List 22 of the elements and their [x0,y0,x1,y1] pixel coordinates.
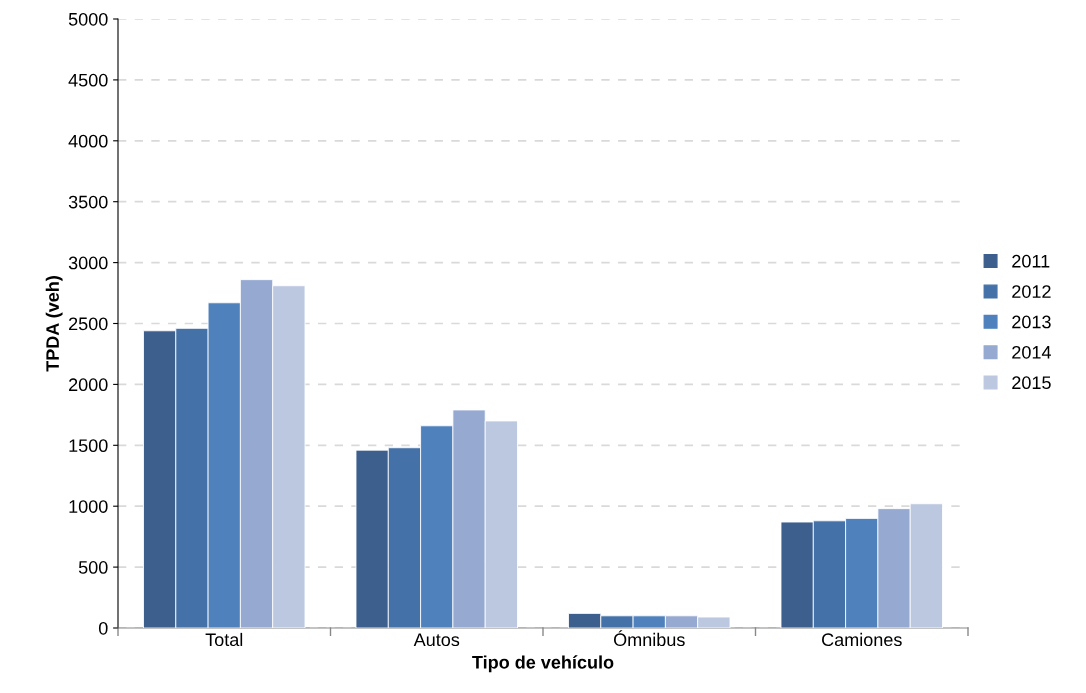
y-tick-label: 500 [78,561,108,574]
y-tick-label: 3500 [68,195,108,209]
y-tick-label: 5000 [68,12,108,26]
legend-label: 2015 [1012,376,1051,390]
y-tick-label: 0 [98,621,108,635]
x-axis-title: Tipo de vehículo [472,655,614,673]
legend-label: 2014 [1012,345,1051,359]
x-tick-label: Total [205,632,243,647]
y-axis-title: TPDA (veh) [45,276,63,372]
y-tick-label: 2500 [69,317,108,331]
legend-label: 2012 [1012,285,1051,298]
x-tick-label: Autos [413,633,460,647]
y-tick-label: 2000 [69,378,108,392]
y-tick-label: 4500 [68,73,108,87]
y-tick-label: 1500 [69,439,108,453]
x-tick-label: Ómnibus [613,630,685,647]
y-tick-label: 3000 [68,256,108,270]
legend-label: 2011 [1012,254,1050,268]
y-tick-label: 1000 [69,500,108,513]
legend-label: 2013 [1012,315,1051,329]
y-tick-label: 4000 [68,134,108,148]
x-tick-label: Camiones [822,632,902,647]
